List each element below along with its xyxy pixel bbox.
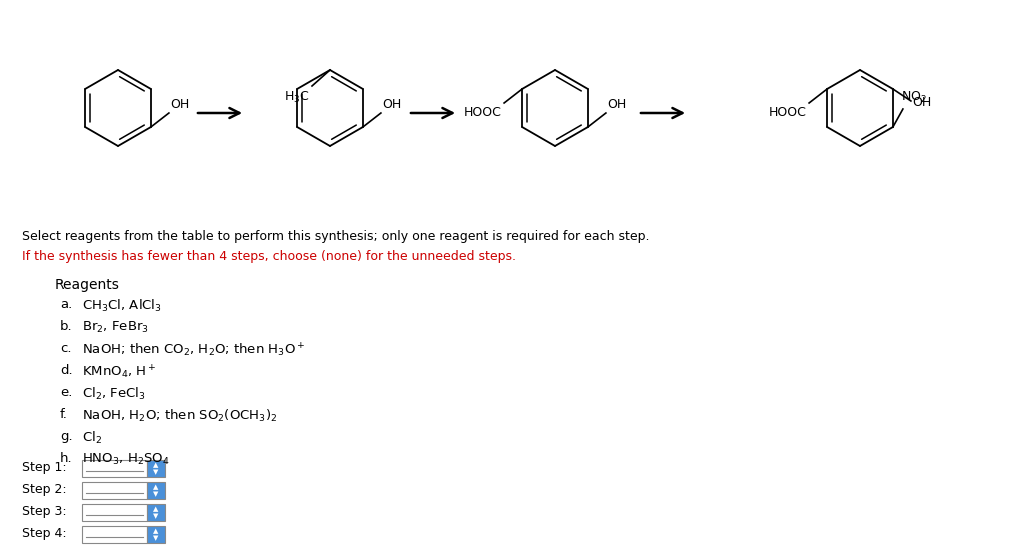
Text: a.: a.	[60, 298, 73, 311]
Text: HNO$_3$, H$_2$SO$_4$: HNO$_3$, H$_2$SO$_4$	[82, 452, 170, 467]
Text: e.: e.	[60, 386, 73, 399]
Text: ▼: ▼	[154, 535, 159, 541]
Text: ▲: ▲	[154, 528, 159, 534]
Text: NaOH, H$_2$O; then SO$_2$(OCH$_3$)$_2$: NaOH, H$_2$O; then SO$_2$(OCH$_3$)$_2$	[82, 408, 278, 424]
Text: d.: d.	[60, 364, 73, 377]
Text: f.: f.	[60, 408, 68, 421]
Text: ▼: ▼	[154, 469, 159, 475]
Text: ▲: ▲	[154, 506, 159, 512]
Bar	[147, 482, 165, 498]
Text: NO$_2$: NO$_2$	[901, 90, 927, 105]
Text: KMnO$_4$, H$^+$: KMnO$_4$, H$^+$	[82, 364, 157, 381]
Text: HOOC: HOOC	[464, 106, 502, 119]
Bar	[82, 503, 147, 521]
Text: NaOH; then CO$_2$, H$_2$O; then H$_3$O$^+$: NaOH; then CO$_2$, H$_2$O; then H$_3$O$^…	[82, 342, 305, 360]
Text: HOOC: HOOC	[769, 106, 807, 119]
Text: Cl$_2$: Cl$_2$	[82, 430, 102, 446]
Text: H$_3$C: H$_3$C	[285, 90, 310, 105]
Text: OH: OH	[382, 98, 401, 111]
Text: ▲: ▲	[154, 484, 159, 490]
Bar	[147, 460, 165, 477]
Text: Select reagents from the table to perform this synthesis; only one reagent is re: Select reagents from the table to perfor…	[22, 230, 649, 243]
Text: OH: OH	[607, 98, 626, 111]
Text: Step 1:: Step 1:	[22, 462, 67, 475]
Bar	[82, 482, 147, 498]
Text: Step 2:: Step 2:	[22, 483, 67, 497]
Text: OH: OH	[912, 95, 931, 108]
Bar	[147, 503, 165, 521]
Text: b.: b.	[60, 320, 73, 333]
Text: Step 3:: Step 3:	[22, 506, 67, 518]
Text: ▲: ▲	[154, 462, 159, 468]
Bar	[82, 526, 147, 542]
Text: ▼: ▼	[154, 513, 159, 519]
Text: ▼: ▼	[154, 491, 159, 497]
Bar	[147, 526, 165, 542]
Text: Cl$_2$, FeCl$_3$: Cl$_2$, FeCl$_3$	[82, 386, 145, 402]
Text: Br$_2$, FeBr$_3$: Br$_2$, FeBr$_3$	[82, 320, 148, 335]
Text: h.: h.	[60, 452, 73, 465]
Text: CH$_3$Cl, AlCl$_3$: CH$_3$Cl, AlCl$_3$	[82, 298, 162, 314]
Bar	[82, 460, 147, 477]
Text: OH: OH	[170, 98, 189, 111]
Text: g.: g.	[60, 430, 73, 443]
Text: Reagents: Reagents	[55, 278, 120, 292]
Text: Step 4:: Step 4:	[22, 527, 67, 541]
Text: If the synthesis has fewer than 4 steps, choose (none) for the unneeded steps.: If the synthesis has fewer than 4 steps,…	[22, 250, 516, 263]
Text: c.: c.	[60, 342, 72, 355]
